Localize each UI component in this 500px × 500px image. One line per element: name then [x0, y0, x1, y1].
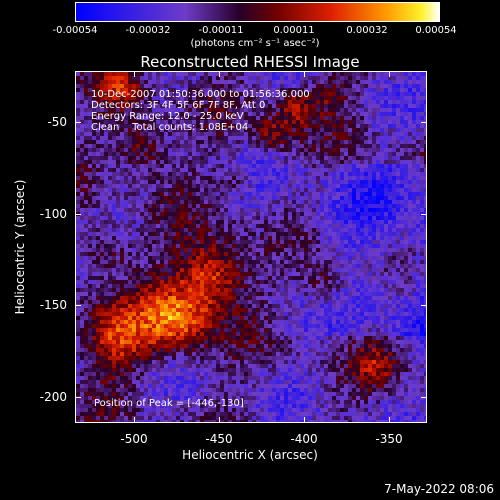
x-tick-mark [304, 417, 305, 423]
timestamp-footer: 7-May-2022 08:06 [384, 482, 494, 496]
colorbar-tick: 0.00054 [415, 25, 457, 36]
x-tick-mark [304, 71, 305, 77]
x-axis-label: Heliocentric X (arcsec) [182, 448, 318, 462]
x-tick-mark [389, 71, 390, 77]
colorbar-tick: -0.00054 [52, 25, 98, 36]
y-tick-mark [75, 122, 81, 123]
overlay-peak-position: Position of Peak = [-446,-130] [94, 398, 244, 409]
overlay-method-counts: Clean Total counts: 1.08E+04 [91, 122, 249, 133]
y-tick-mark [75, 214, 81, 215]
x-tick-label: -450 [205, 432, 233, 446]
image-title: Reconstructed RHESSI Image [140, 53, 360, 71]
rhessi-image: 10-Dec-2007 01:50:36.000 to 01:56:36.000… [75, 71, 427, 423]
y-axis-label: Heliocentric Y (arcsec) [13, 179, 27, 315]
colorbar-tick: -0.00011 [198, 25, 244, 36]
colorbar-tick: 0.00032 [346, 25, 388, 36]
y-tick-mark [421, 305, 427, 306]
overlay-energy-range: Energy Range: 12.0 - 25.0 keV [91, 111, 244, 122]
y-tick-mark [75, 397, 81, 398]
x-tick-mark [134, 71, 135, 77]
x-tick-label: -350 [375, 432, 403, 446]
overlay-detectors: Detectors: 3F 4F 5F 6F 7F 8F, Att 0 [91, 100, 266, 111]
y-tick-mark [75, 305, 81, 306]
x-tick-mark [219, 417, 220, 423]
overlay-time-range: 10-Dec-2007 01:50:36.000 to 01:56:36.000 [91, 89, 310, 100]
y-tick-label: -100 [39, 207, 67, 221]
colorbar [75, 2, 440, 22]
y-tick-mark [421, 214, 427, 215]
x-tick-mark [219, 71, 220, 77]
colorbar-unit-label: (photons cm⁻² s⁻¹ asec⁻²) [190, 38, 320, 49]
x-tick-label: -400 [290, 432, 318, 446]
x-tick-mark [389, 417, 390, 423]
x-tick-label: -500 [120, 432, 148, 446]
y-tick-label: -150 [39, 298, 67, 312]
heatmap-canvas [76, 72, 426, 422]
y-tick-mark [421, 397, 427, 398]
x-tick-mark [134, 417, 135, 423]
y-tick-mark [421, 122, 427, 123]
y-tick-label: -50 [47, 115, 67, 129]
y-tick-label: -200 [39, 390, 67, 404]
colorbar-tick: -0.00032 [125, 25, 171, 36]
colorbar-tick: 0.00011 [273, 25, 315, 36]
